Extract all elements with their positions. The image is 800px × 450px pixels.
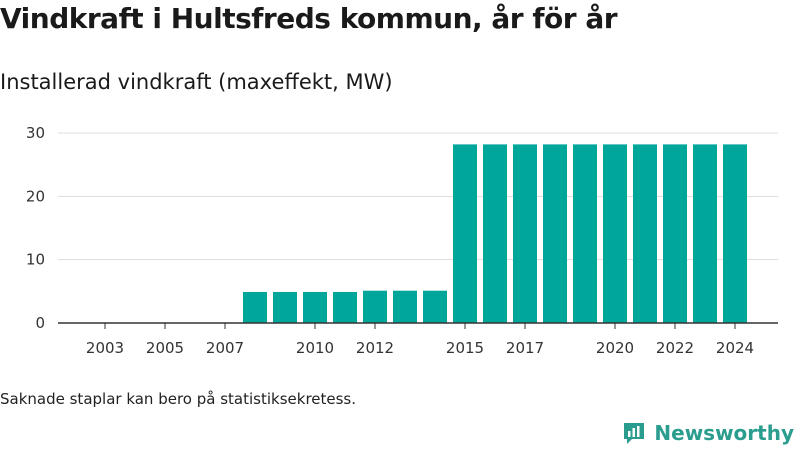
bar-chart: 0 10 20 30 2003 2005 2007 2010 2012 2015 2017 2020 2… [26, 124, 778, 357]
bar-2012 [363, 290, 387, 323]
x-tick-label: 2003 [86, 339, 124, 357]
x-tick-label: 2012 [356, 339, 394, 357]
bar-2022 [663, 144, 687, 323]
bar-2013 [393, 290, 417, 323]
x-tick-label: 2024 [716, 339, 754, 357]
x-tick-label: 2020 [596, 339, 634, 357]
bar-2024 [723, 144, 747, 323]
bar-2019 [573, 144, 597, 323]
grid-layer [58, 132, 778, 261]
x-tick-label: 2015 [446, 339, 484, 357]
bar-layer [243, 144, 747, 323]
footnote: Saknade staplar kan bero på statistiksek… [0, 390, 357, 408]
bar-2011 [333, 291, 357, 323]
axis-layer: 0 10 20 30 2003 2005 2007 2010 2012 2015 2017 2020 2… [26, 124, 778, 357]
y-tick-label: 0 [35, 314, 45, 332]
y-tick-label: 10 [26, 251, 45, 269]
bar-2020 [603, 144, 627, 323]
y-tick-label: 30 [26, 124, 45, 142]
bar-2015 [453, 144, 477, 323]
bar-2014 [423, 290, 447, 323]
bar-2023 [693, 144, 717, 323]
brand-logo: Newsworthy [622, 421, 794, 445]
brand-name: Newsworthy [654, 421, 794, 445]
x-tick-label: 2007 [206, 339, 244, 357]
x-tick-label: 2022 [656, 339, 694, 357]
chart-subtitle: Installerad vindkraft (maxeffekt, MW) [0, 70, 393, 94]
x-tick-label: 2005 [146, 339, 184, 357]
bar-2017 [513, 144, 537, 323]
y-tick-label: 20 [26, 187, 45, 205]
bar-2010 [303, 291, 327, 323]
bar-2008 [243, 291, 267, 323]
chart-title: Vindkraft i Hultsfreds kommun, år för år [0, 2, 618, 35]
bar-2021 [633, 144, 657, 323]
bar-2018 [543, 144, 567, 323]
x-tick-label: 2017 [506, 339, 544, 357]
bar-2016 [483, 144, 507, 323]
x-tick-label: 2010 [296, 339, 334, 357]
bar-2009 [273, 291, 297, 323]
bar-chart-icon [624, 423, 645, 444]
